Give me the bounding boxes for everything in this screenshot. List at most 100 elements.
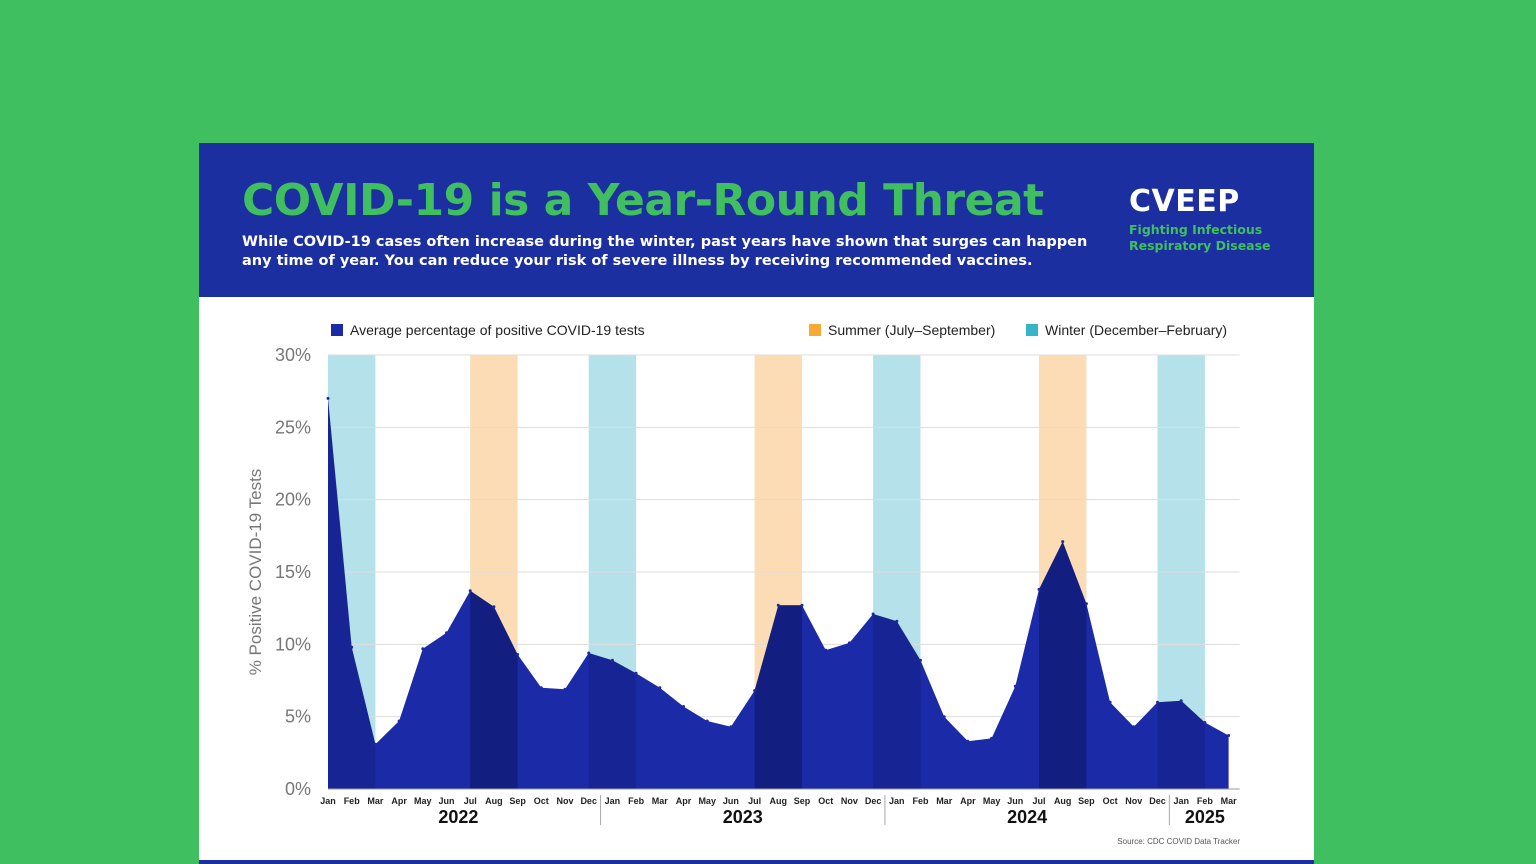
legend-swatch-winter — [1026, 324, 1038, 336]
data-point — [966, 739, 970, 743]
brand-name: CVEEP — [1129, 184, 1240, 219]
x-tick-label: Sep — [509, 796, 526, 806]
legend-swatch-summer — [809, 324, 821, 336]
data-point — [871, 612, 875, 616]
x-tick-label: Mar — [652, 796, 669, 806]
x-tick-label: Aug — [1054, 796, 1072, 806]
x-tick-label: Feb — [912, 796, 929, 806]
x-tick-label: Jan — [889, 796, 905, 806]
brand-tagline: Fighting Infectious Respiratory Disease — [1129, 222, 1271, 253]
data-point — [587, 651, 591, 655]
x-tick-label: Jan — [1173, 796, 1189, 806]
x-tick-label: Dec — [580, 796, 597, 806]
data-point — [610, 658, 614, 662]
x-tick-label: Oct — [818, 796, 833, 806]
x-tick-label: Sep — [1078, 796, 1095, 806]
x-tick-label: Mar — [1221, 796, 1238, 806]
y-tick-label: 20% — [275, 490, 311, 510]
data-point — [776, 603, 780, 607]
data-point — [634, 671, 638, 675]
data-point — [753, 689, 757, 693]
data-point — [824, 648, 828, 652]
x-tick-label: Dec — [865, 796, 882, 806]
x-tick-label: Apr — [391, 796, 407, 806]
data-point — [847, 641, 851, 645]
x-tick-label: Nov — [1125, 796, 1142, 806]
data-point — [990, 736, 994, 740]
data-point — [1084, 602, 1088, 606]
data-point — [397, 719, 401, 723]
x-tick-label: Jan — [320, 796, 336, 806]
data-point — [919, 658, 922, 662]
x-tick-label: Oct — [534, 796, 549, 806]
x-tick-label: May — [414, 796, 432, 806]
x-tick-label: Apr — [676, 796, 692, 806]
year-label-2022: 2022 — [438, 807, 478, 827]
x-tick-label: Feb — [344, 796, 361, 806]
x-tick-label: Feb — [628, 796, 645, 806]
y-tick-label: 10% — [275, 634, 311, 654]
data-point — [516, 653, 520, 656]
y-tick-label: 15% — [275, 562, 311, 582]
data-point — [1132, 725, 1136, 729]
year-label-2023: 2023 — [723, 807, 763, 827]
x-tick-label: Sep — [794, 796, 811, 806]
legend-label-summer: Summer (July–September) — [828, 322, 995, 338]
page-title: COVID-19 is a Year-Round Threat — [242, 175, 1044, 226]
x-tick-label: Nov — [556, 796, 573, 806]
brand-logo: CVEEP Fighting Infectious Respiratory Di… — [1129, 185, 1271, 254]
data-point — [492, 605, 496, 609]
data-point — [1037, 587, 1041, 591]
positivity-area-chart: 0% 5% 10% 15% 20% 25% 30% Jan Feb Mar Apr May Jun Jul… — [246, 322, 1240, 846]
x-tick-label: Mar — [936, 796, 953, 806]
x-tick-label: Nov — [841, 796, 858, 806]
footer-bar — [199, 860, 1314, 864]
data-point — [895, 619, 899, 623]
x-tick-label: Jul — [1032, 796, 1045, 806]
header-banner: COVID-19 is a Year-Round Threat While CO… — [199, 143, 1314, 297]
data-point — [682, 705, 685, 708]
x-tick-label: Oct — [1103, 796, 1118, 806]
legend-swatch-series — [331, 324, 343, 336]
x-tick-label: Jul — [748, 796, 761, 806]
data-point — [563, 687, 567, 691]
page-subtitle: While COVID-19 cases often increase duri… — [242, 234, 1088, 269]
x-tick-label: Jun — [1007, 796, 1023, 806]
source-note: Source: CDC COVID Data Tracker — [1117, 837, 1240, 846]
y-tick-label: 30% — [275, 345, 311, 365]
data-point — [942, 715, 946, 719]
data-point — [1156, 700, 1159, 704]
data-point — [468, 589, 472, 593]
y-tick-label: 25% — [275, 417, 311, 437]
data-point — [1108, 700, 1112, 704]
x-tick-label: Jan — [605, 796, 621, 806]
x-tick-label: Feb — [1197, 796, 1214, 806]
data-point — [729, 725, 733, 729]
data-point — [445, 631, 448, 635]
data-point — [800, 603, 804, 607]
data-point — [373, 742, 377, 746]
y-tick-label: 5% — [285, 707, 311, 727]
data-point — [1227, 734, 1231, 737]
legend-label-winter: Winter (December–February) — [1045, 322, 1227, 338]
y-tick-label: 0% — [285, 779, 311, 799]
data-point — [1203, 721, 1207, 724]
x-tick-label: Aug — [485, 796, 503, 806]
x-tick-label: Apr — [960, 796, 976, 806]
x-tick-label: Aug — [770, 796, 788, 806]
y-axis-title: % Positive COVID-19 Tests — [246, 469, 265, 676]
data-point — [658, 686, 662, 690]
x-tick-label: Dec — [1149, 796, 1166, 806]
data-point — [1179, 699, 1183, 703]
data-point — [326, 396, 330, 400]
x-tick-label: Jul — [464, 796, 477, 806]
year-label-2025: 2025 — [1185, 807, 1225, 827]
year-label-2024: 2024 — [1007, 807, 1047, 827]
x-tick-label: Mar — [367, 796, 384, 806]
data-point — [1013, 684, 1017, 688]
data-point — [350, 645, 354, 649]
legend-label-series: Average percentage of positive COVID-19 … — [350, 322, 645, 338]
x-tick-label: Jun — [723, 796, 739, 806]
data-point — [539, 686, 543, 690]
infographic-card: COVID-19 is a Year-Round Threat While CO… — [199, 143, 1314, 864]
